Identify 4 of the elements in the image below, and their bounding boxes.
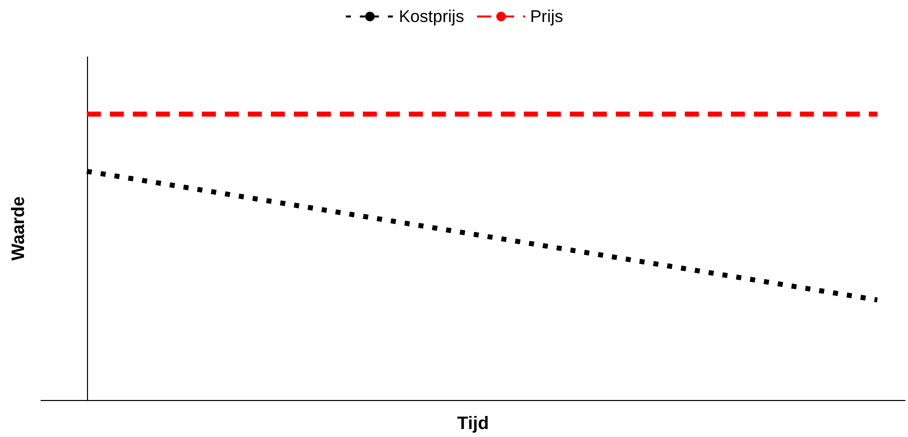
legend-label: Kostprijs (398, 7, 464, 26)
y-axis-title: Waarde (8, 196, 28, 261)
legend-label: Prijs (530, 7, 564, 26)
x-axis-title: Tijd (457, 413, 489, 433)
